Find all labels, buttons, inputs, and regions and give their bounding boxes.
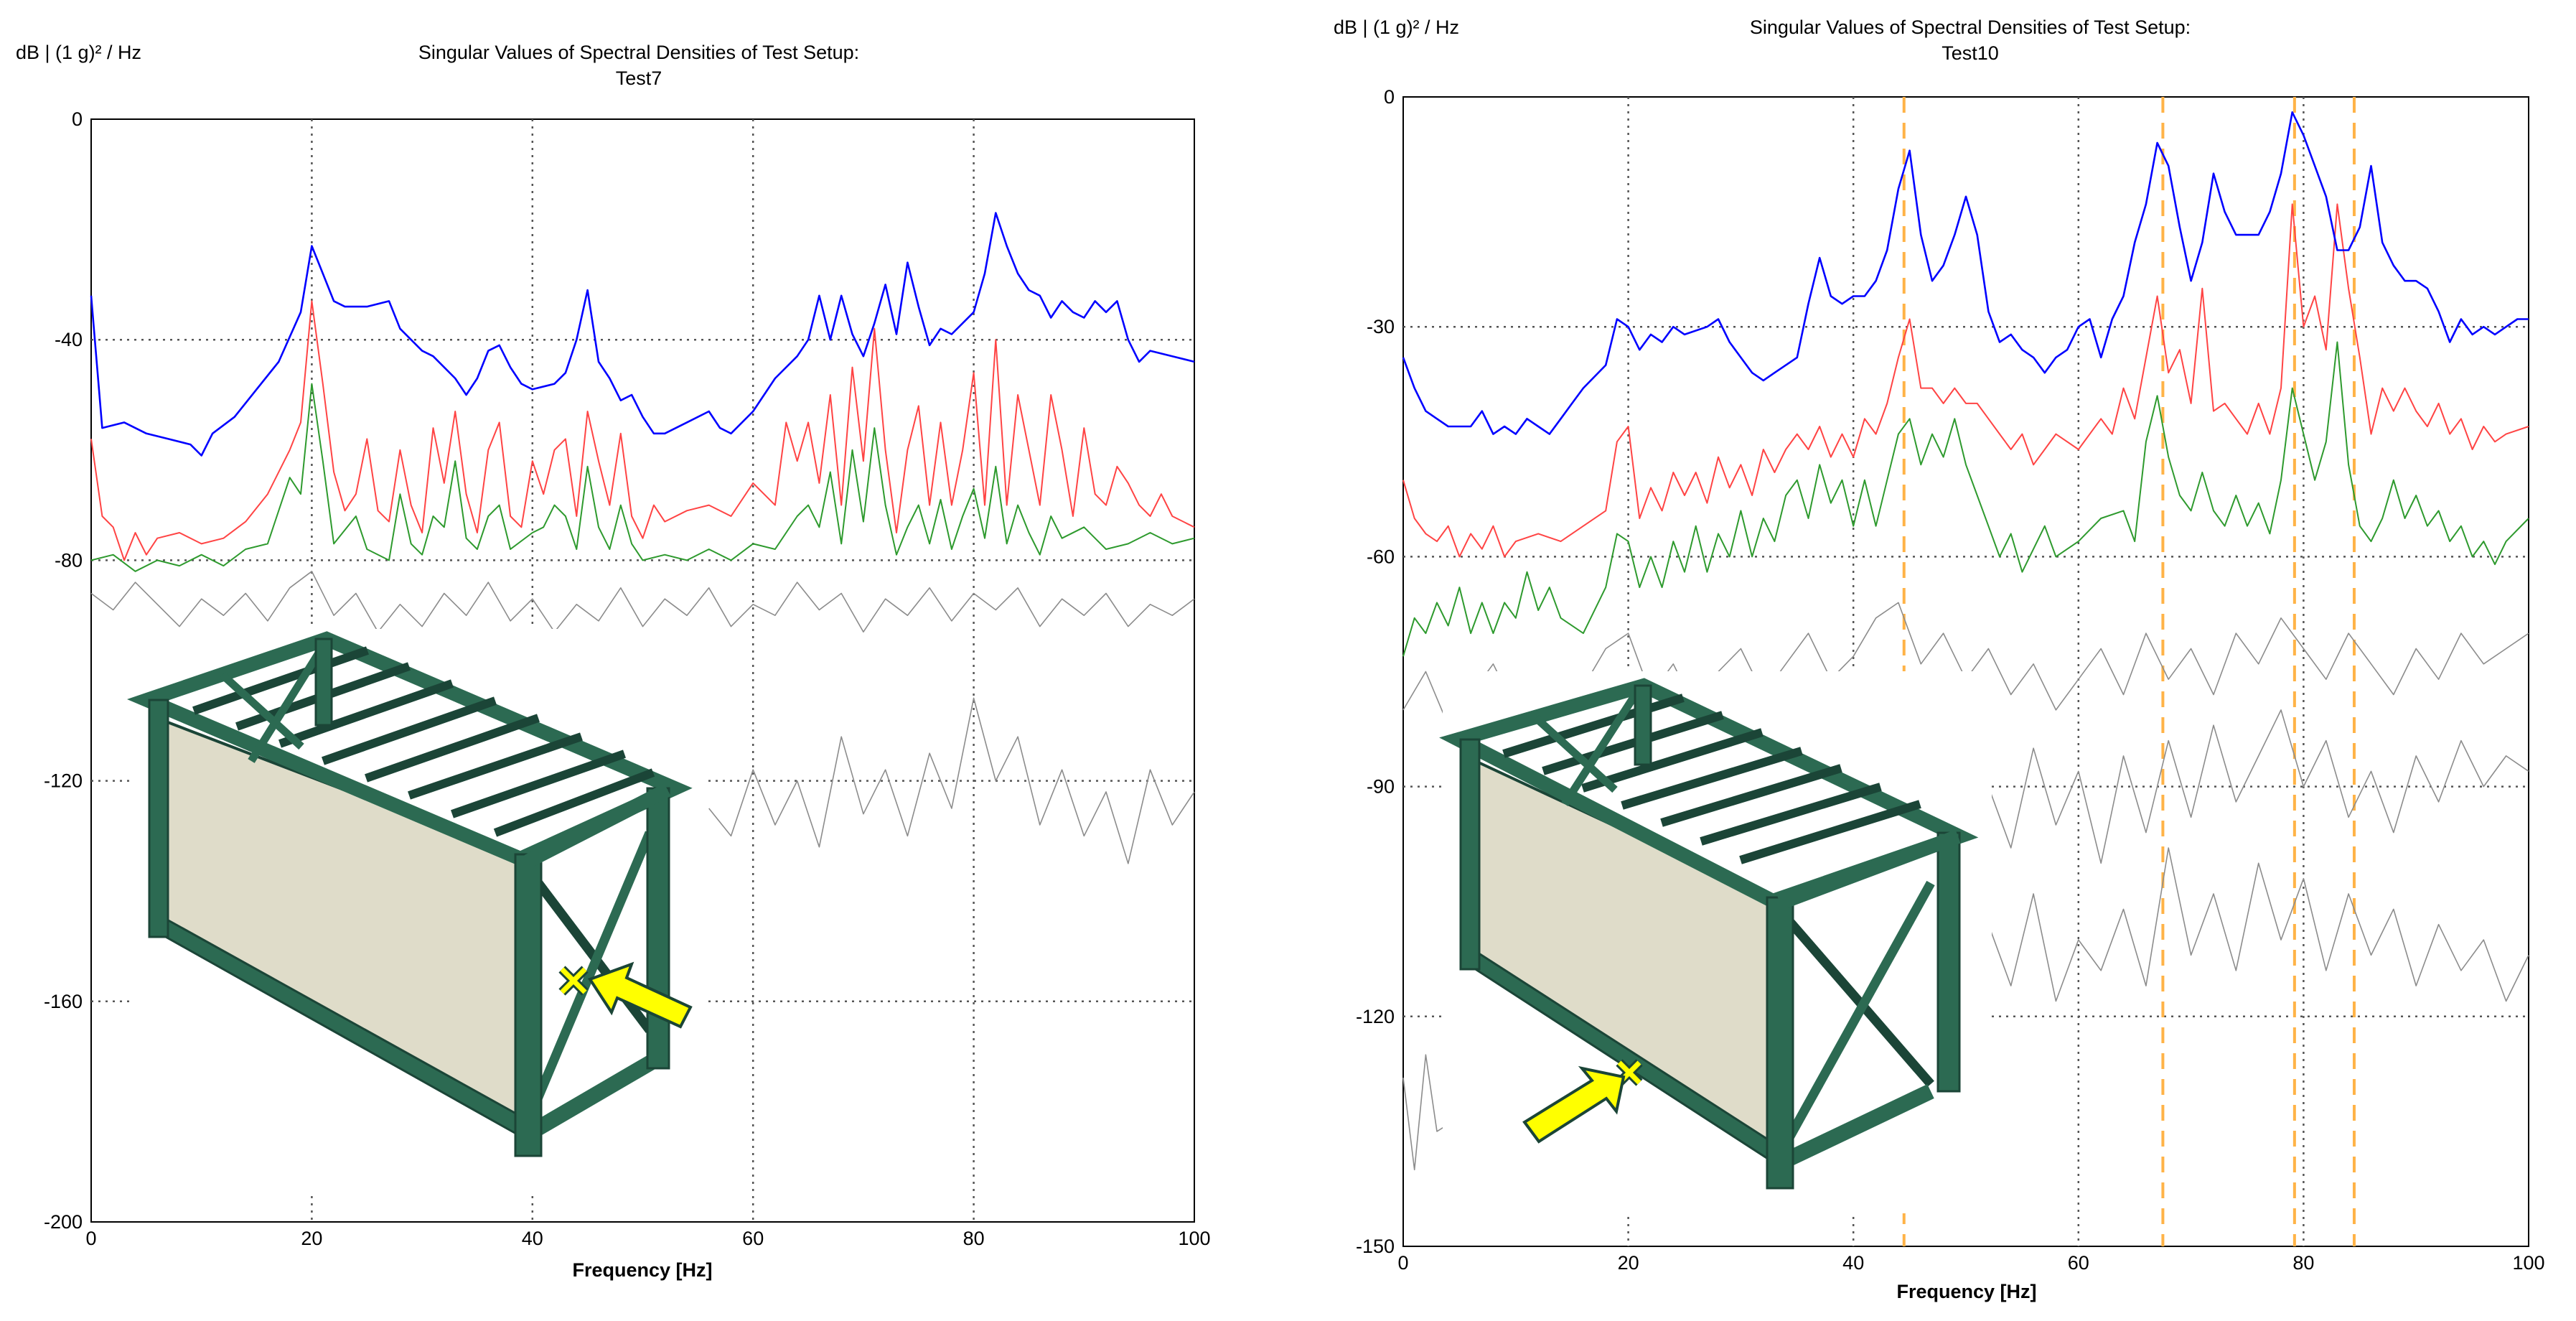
- column: [1459, 738, 1481, 971]
- tick-labels: 0 20 40 60 80 100 0 -30 -60 -90 -120 -150: [1356, 86, 2545, 1274]
- top-frame: [126, 631, 693, 867]
- column: [1936, 831, 1961, 1093]
- top-brace: [1533, 714, 1618, 793]
- y-tick-label: -80: [55, 549, 83, 571]
- series-line: [1402, 203, 2529, 558]
- chart-title: Singular Values of Spectral Densities of…: [418, 42, 859, 63]
- column: [646, 787, 670, 1070]
- sensor-marker: [558, 966, 589, 996]
- column: [1766, 896, 1794, 1190]
- chart-test10: dB | (1 g)² / Hz Singular Values of Spec…: [1334, 17, 2545, 1302]
- y-axis-label: dB | (1 g)² / Hz: [1334, 17, 1459, 38]
- y-tick-label: -120: [1356, 1006, 1395, 1027]
- x-tick-label: 40: [522, 1228, 543, 1249]
- x-tick-label: 80: [2292, 1252, 2314, 1274]
- series-line: [90, 300, 1195, 561]
- diagonal-brace: [1783, 880, 1935, 1144]
- diagonal-brace: [1776, 907, 1934, 1088]
- x-tick-label: 80: [963, 1228, 985, 1249]
- y-tick-label: -30: [1367, 316, 1395, 337]
- bottom-beam: [1776, 1084, 1934, 1170]
- sensor-arrow: [1522, 1065, 1626, 1144]
- column: [314, 638, 333, 727]
- x-tick-label: 60: [742, 1228, 764, 1249]
- series-line: [1402, 341, 2529, 657]
- top-beam: [524, 783, 671, 868]
- top-beam: [1777, 829, 1961, 910]
- top-brace: [248, 644, 327, 763]
- y-axis-label: dB | (1 g)² / Hz: [16, 42, 141, 63]
- top-brace: [1561, 691, 1640, 806]
- chart-test7: dB | (1 g)² / Hz Singular Values of Spec…: [16, 42, 1211, 1281]
- y-tick-label: -120: [44, 770, 83, 792]
- series-line: [90, 212, 1195, 457]
- chart-subtitle: Test7: [616, 67, 662, 89]
- x-tick-label: 40: [1842, 1252, 1864, 1274]
- y-tick-label: -40: [55, 329, 83, 350]
- column: [514, 853, 543, 1157]
- column: [1634, 684, 1652, 766]
- x-tick-label: 20: [301, 1228, 322, 1249]
- chart-title: Singular Values of Spectral Densities of…: [1750, 17, 2191, 38]
- series-line: [90, 383, 1195, 572]
- y-tick-label: -160: [44, 991, 83, 1012]
- x-tick-label: 100: [1178, 1228, 1210, 1249]
- series-line: [90, 570, 1195, 633]
- top-crossbars: [1502, 694, 1921, 864]
- frame-structure: [126, 631, 693, 1157]
- y-tick-label: 0: [72, 108, 83, 130]
- y-tick-label: -150: [1356, 1236, 1395, 1257]
- x-tick-label: 60: [2068, 1252, 2089, 1274]
- series-line: [1987, 847, 2529, 1002]
- x-tick-label: 0: [1397, 1252, 1408, 1274]
- model-inset: [126, 629, 705, 1196]
- y-tick-label: -90: [1367, 776, 1395, 798]
- tick-labels: 0 20 40 60 80 100 0 -40 -80 -120 -160 -200: [44, 108, 1211, 1249]
- x-axis-label: Frequency [Hz]: [1896, 1281, 2036, 1302]
- sensor-arrow: [587, 961, 693, 1029]
- y-tick-label: 0: [1384, 86, 1395, 108]
- series-line: [1402, 111, 2529, 435]
- model-inset: [1439, 671, 1992, 1213]
- series-line: [708, 697, 1195, 864]
- series-line: [1402, 709, 2529, 1171]
- x-tick-label: 20: [1618, 1252, 1639, 1274]
- bottom-beam: [523, 1054, 657, 1142]
- x-tick-label: 100: [2512, 1252, 2544, 1274]
- top-brace: [220, 671, 304, 750]
- diagonal-brace: [530, 831, 654, 1108]
- chart-subtitle: Test10: [1942, 42, 1999, 64]
- y-tick-label: -200: [44, 1211, 83, 1233]
- x-tick-label: 0: [85, 1228, 96, 1249]
- y-tick-label: -60: [1367, 546, 1395, 567]
- column: [148, 699, 169, 938]
- series-group: [90, 212, 1195, 864]
- frame-structure: [1439, 678, 1979, 1190]
- x-axis-label: Frequency [Hz]: [572, 1259, 712, 1281]
